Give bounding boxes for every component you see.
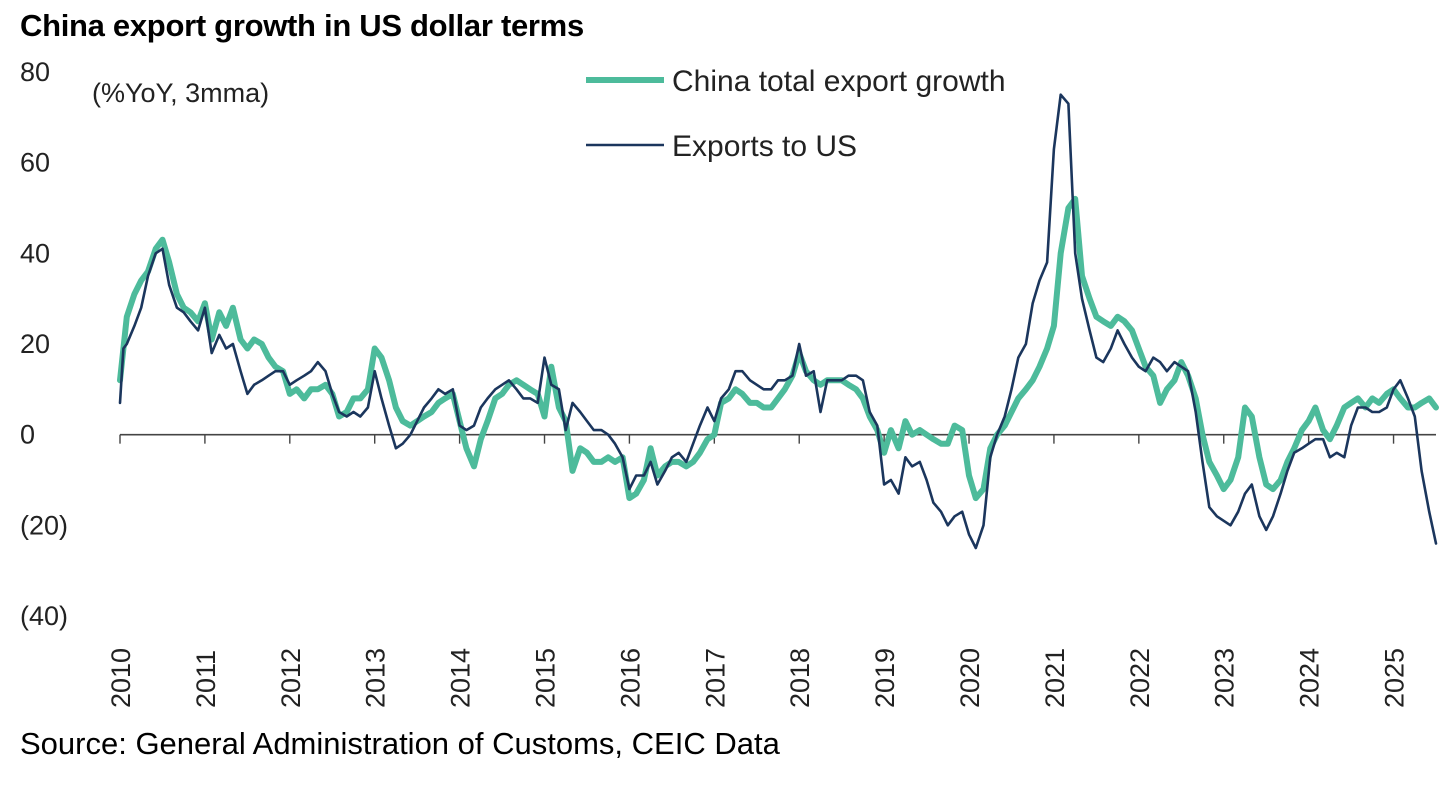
x-tick-label: 2023 (1210, 648, 1240, 708)
legend-label-exports-to-us: Exports to US (672, 130, 857, 163)
x-tick-label: 2016 (615, 648, 645, 708)
x-tick-label: 2025 (1380, 648, 1410, 708)
source-note: Source: General Administration of Custom… (20, 726, 780, 761)
x-tick-label: 2012 (276, 648, 306, 708)
y-axis-tick-labels: 80 60 40 20 0 (20) (40) (20, 57, 68, 631)
x-tick-label: 2020 (955, 648, 985, 708)
y-tick-label: 20 (20, 329, 50, 359)
x-tick-label: 2013 (361, 648, 391, 708)
y-tick-label: 60 (20, 148, 50, 178)
x-tick-label: 2021 (1040, 648, 1070, 708)
x-tick-label: 2014 (446, 648, 476, 708)
x-tick-label: 2019 (870, 648, 900, 708)
legend: China total export growth Exports to US (586, 65, 1006, 163)
unit-label: (%YoY, 3mma) (92, 78, 269, 108)
x-tick-label: 2010 (106, 648, 136, 708)
series-line-exports-to-us (118, 93, 1438, 550)
y-tick-label: (40) (20, 601, 68, 631)
x-tick-label: 2024 (1295, 648, 1325, 708)
legend-label-total-export-growth: China total export growth (672, 65, 1006, 98)
y-tick-label: 0 (20, 420, 35, 450)
y-tick-label: 80 (20, 57, 50, 87)
y-tick-label: 40 (20, 238, 50, 268)
x-tick-label: 2018 (785, 648, 815, 708)
x-axis-tick-labels: 2010 2011 2012 2013 2014 2015 2016 2017 2018 2019… (106, 648, 1410, 708)
series-line-total-export-growth (117, 195, 1439, 502)
y-tick-label: (20) (20, 510, 68, 540)
x-tick-label: 2022 (1125, 648, 1155, 708)
chart-title: China export growth in US dollar terms (20, 8, 584, 43)
x-tick-label: 2011 (191, 650, 221, 708)
x-tick-label: 2015 (531, 648, 561, 708)
x-tick-label: 2017 (700, 648, 730, 708)
